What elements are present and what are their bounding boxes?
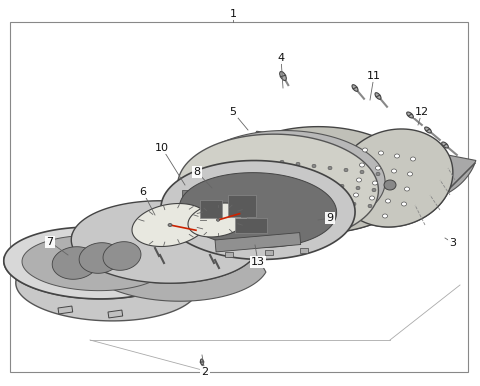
Ellipse shape	[324, 182, 328, 186]
Bar	[270, 220, 298, 235]
Polygon shape	[180, 173, 336, 247]
Bar	[225, 252, 233, 257]
Polygon shape	[22, 235, 168, 291]
Ellipse shape	[216, 219, 219, 221]
Ellipse shape	[308, 180, 312, 184]
Text: 1: 1	[229, 9, 237, 19]
Bar	[58, 306, 72, 314]
Polygon shape	[4, 227, 186, 299]
Polygon shape	[4, 256, 196, 321]
Text: 7: 7	[47, 237, 54, 247]
Polygon shape	[161, 161, 355, 259]
Ellipse shape	[280, 160, 284, 164]
Text: 12: 12	[415, 107, 429, 117]
Text: 3: 3	[449, 238, 456, 248]
Bar	[300, 248, 308, 253]
Ellipse shape	[362, 148, 368, 152]
Ellipse shape	[300, 212, 304, 216]
Text: 11: 11	[367, 71, 381, 81]
Text: 9: 9	[326, 213, 334, 223]
Ellipse shape	[408, 172, 412, 176]
Ellipse shape	[352, 202, 356, 206]
Ellipse shape	[372, 181, 377, 185]
Ellipse shape	[356, 186, 360, 190]
Ellipse shape	[375, 93, 381, 99]
Ellipse shape	[201, 359, 204, 365]
Ellipse shape	[360, 170, 364, 174]
Ellipse shape	[336, 200, 340, 204]
Text: 4: 4	[277, 53, 285, 63]
Ellipse shape	[395, 154, 399, 158]
Ellipse shape	[376, 172, 380, 176]
Polygon shape	[220, 131, 445, 234]
Ellipse shape	[360, 163, 364, 167]
Ellipse shape	[357, 178, 361, 182]
Ellipse shape	[388, 184, 394, 188]
Ellipse shape	[352, 85, 358, 91]
Ellipse shape	[410, 157, 416, 161]
FancyBboxPatch shape	[200, 200, 222, 218]
Ellipse shape	[276, 176, 280, 180]
Ellipse shape	[316, 214, 320, 218]
Polygon shape	[188, 203, 248, 237]
Ellipse shape	[425, 127, 432, 133]
Ellipse shape	[272, 192, 276, 196]
Ellipse shape	[405, 187, 409, 191]
Bar	[186, 206, 206, 218]
Ellipse shape	[368, 204, 372, 208]
Text: 10: 10	[155, 143, 169, 153]
Ellipse shape	[328, 166, 332, 170]
Polygon shape	[337, 129, 453, 227]
Ellipse shape	[384, 180, 396, 190]
Bar	[108, 310, 123, 318]
Ellipse shape	[268, 208, 272, 212]
Polygon shape	[178, 134, 378, 242]
Ellipse shape	[353, 193, 359, 197]
Text: 5: 5	[229, 107, 237, 117]
Polygon shape	[103, 242, 141, 270]
Ellipse shape	[407, 112, 413, 118]
Polygon shape	[52, 247, 98, 279]
Polygon shape	[337, 139, 476, 227]
Polygon shape	[178, 160, 407, 242]
Ellipse shape	[168, 223, 172, 227]
Ellipse shape	[392, 169, 396, 173]
Ellipse shape	[383, 214, 387, 218]
Ellipse shape	[442, 142, 448, 148]
Polygon shape	[191, 130, 385, 229]
Text: 8: 8	[193, 167, 201, 177]
Ellipse shape	[340, 184, 344, 188]
Text: 13: 13	[251, 257, 265, 267]
Polygon shape	[79, 243, 121, 273]
Ellipse shape	[312, 164, 316, 168]
Ellipse shape	[332, 216, 336, 220]
Polygon shape	[220, 127, 416, 234]
Polygon shape	[71, 233, 266, 301]
Ellipse shape	[370, 196, 374, 200]
Ellipse shape	[288, 194, 292, 198]
FancyBboxPatch shape	[235, 218, 267, 233]
Ellipse shape	[280, 71, 286, 81]
Ellipse shape	[372, 188, 376, 192]
Bar	[265, 250, 273, 255]
Ellipse shape	[292, 178, 296, 182]
Ellipse shape	[375, 166, 381, 170]
Ellipse shape	[284, 210, 288, 214]
Ellipse shape	[379, 151, 384, 155]
Ellipse shape	[385, 199, 391, 203]
Ellipse shape	[296, 162, 300, 166]
Text: 6: 6	[140, 187, 146, 197]
Ellipse shape	[304, 196, 308, 200]
Bar	[215, 233, 301, 252]
FancyBboxPatch shape	[228, 195, 256, 217]
Text: 2: 2	[202, 367, 209, 377]
Ellipse shape	[320, 198, 324, 202]
Polygon shape	[71, 201, 259, 283]
Ellipse shape	[344, 168, 348, 172]
Bar	[182, 190, 202, 202]
Bar	[184, 198, 204, 210]
Ellipse shape	[401, 202, 407, 206]
Polygon shape	[132, 203, 208, 247]
